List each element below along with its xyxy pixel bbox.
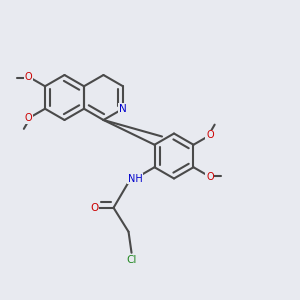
Text: Cl: Cl	[126, 255, 137, 265]
Text: N: N	[119, 104, 127, 114]
Text: O: O	[206, 172, 214, 182]
Text: NH: NH	[128, 173, 142, 184]
Text: O: O	[90, 203, 98, 213]
Text: O: O	[25, 72, 32, 82]
Text: O: O	[25, 113, 32, 123]
Text: O: O	[206, 130, 214, 140]
